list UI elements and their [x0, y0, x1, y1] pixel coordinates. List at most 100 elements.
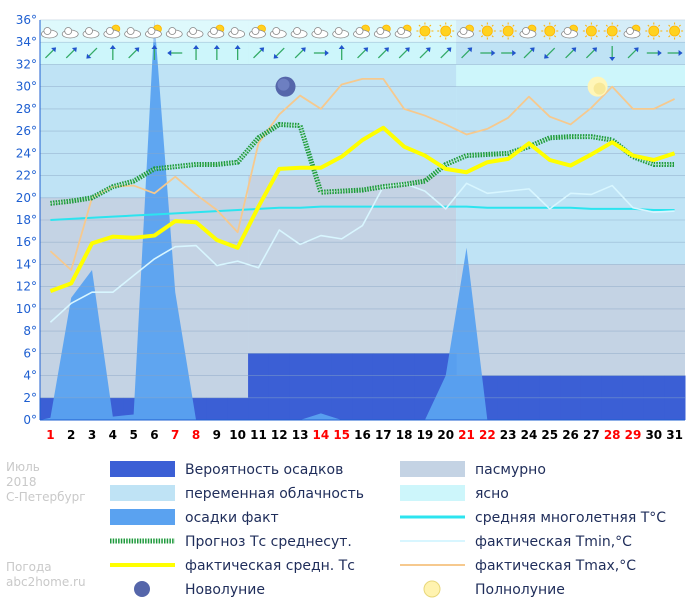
legend-item-fact_max: фактическая Tmax,°C: [400, 558, 636, 574]
legend-label: осадки факт: [185, 510, 279, 526]
x-tick-label: 20: [437, 428, 454, 442]
sun-icon: [582, 22, 600, 40]
x-tick-label: 1: [46, 428, 54, 442]
x-tick-label: 4: [109, 428, 117, 442]
y-tick-label: 0°: [23, 413, 37, 427]
sun-ray: [585, 35, 588, 38]
precip-prob-bar: [393, 353, 416, 420]
sun-disc: [669, 25, 680, 37]
site-info: Погода abc2home.ru: [6, 560, 86, 590]
wind-head: [404, 47, 410, 53]
wind-arrow-icon: [461, 47, 473, 59]
sun-disc: [440, 25, 452, 37]
legend-label: Вероятность осадков: [185, 462, 343, 478]
sun-ray: [647, 35, 650, 38]
wind-head: [657, 50, 662, 56]
y-tick-label: 16°: [16, 235, 37, 249]
wind-head: [592, 47, 598, 53]
sun-ray: [449, 24, 453, 27]
wind-arrow-icon: [273, 47, 285, 59]
cloud-puff: [397, 27, 406, 35]
precip-prob-bar: [331, 353, 353, 420]
sun-ray: [491, 35, 494, 38]
y-tick-label: 8°: [23, 324, 37, 338]
sun-ray: [585, 24, 588, 27]
x-tick-label: 17: [375, 428, 392, 442]
wind-head: [167, 50, 172, 56]
y-tick-label: 14°: [16, 257, 37, 271]
wind-head: [86, 53, 92, 59]
cloud-puff: [251, 27, 260, 35]
x-tick-label: 3: [88, 428, 96, 442]
cloud-icon: [124, 27, 142, 39]
wind-arrow-icon: [544, 47, 556, 59]
x-tick-label: 9: [213, 428, 221, 442]
wind-arrow-icon: [167, 50, 183, 56]
y-tick-label: 30°: [16, 80, 37, 94]
wind-arrow-icon: [44, 47, 57, 59]
wind-head: [571, 47, 577, 53]
wind-head: [151, 45, 158, 49]
sun-cloud-icon: [103, 24, 121, 39]
city-label: С-Петербург: [6, 490, 86, 504]
sun-disc: [481, 25, 493, 37]
legend-label: средняя многолетняя T°C: [475, 510, 666, 526]
x-tick-label: 27: [583, 428, 600, 442]
sun-disc: [544, 25, 556, 37]
cloud-puff: [147, 27, 156, 35]
legend-item-new_moon: Новолуние: [134, 581, 265, 598]
y-tick-label: 22°: [16, 169, 37, 183]
sun-ray: [543, 24, 546, 27]
sun-ray: [554, 24, 557, 27]
cloud-puff: [230, 27, 239, 35]
sun-ray: [647, 24, 650, 27]
cloud-puff: [563, 27, 572, 35]
wind-head: [544, 53, 550, 59]
wind-arrow-icon: [128, 47, 140, 59]
legend-item-fact_avg: фактическая средн. Тс: [110, 558, 355, 574]
y-tick-label: 12°: [16, 280, 37, 294]
wind-arrow-icon: [501, 50, 517, 56]
sun-ray: [439, 35, 442, 38]
line-fact_avg: [49, 125, 676, 293]
wind-head: [425, 47, 431, 53]
sun-ray: [595, 35, 598, 38]
wind-arrow-icon: [151, 45, 158, 60]
legend-item-partly: переменная облачность: [110, 485, 364, 502]
cloud-puff: [313, 27, 322, 35]
wind-head: [213, 45, 220, 49]
wind-head: [338, 45, 345, 49]
x-tick-label: 30: [645, 428, 662, 442]
legend-swatch: [110, 485, 175, 501]
wind-arrow-icon: [398, 47, 410, 59]
x-tick-label: 7: [171, 428, 179, 442]
legend-item-clear: ясно: [400, 485, 509, 502]
legend-label: фактическая средн. Тс: [185, 558, 355, 574]
legend-label: ясно: [475, 486, 509, 502]
sun-ray: [501, 35, 504, 38]
cloud-puff: [334, 27, 343, 35]
sun-icon: [666, 22, 684, 40]
legend-label: фактическая Tmin,°C: [475, 534, 632, 550]
sun-ray: [480, 35, 484, 38]
line-fact_min: [49, 182, 675, 323]
sun-cloud-icon: [145, 24, 162, 39]
sun-ray: [616, 24, 619, 27]
wind-arrow-icon: [357, 47, 369, 59]
wind-arrow-icon: [213, 45, 220, 60]
x-tick-label: 23: [500, 428, 517, 442]
legend-item-fact_min: фактическая Tmin,°C: [400, 534, 632, 550]
sun-ray: [429, 35, 432, 38]
x-tick-label: 25: [541, 428, 558, 442]
wind-head: [609, 57, 616, 61]
legend: Вероятность осадков пасмурно переменная об…: [110, 461, 666, 598]
sun-ray: [658, 35, 661, 38]
wind-arrow-icon: [253, 47, 265, 59]
sun-cloud-icon: [249, 24, 266, 39]
y-tick-label: 6°: [23, 346, 37, 360]
x-tick-label: 11: [250, 428, 267, 442]
sun-ray: [595, 24, 598, 27]
sun-ray: [512, 24, 515, 27]
wind-head: [633, 47, 639, 53]
legend-item-full_moon: Полнолуние: [423, 580, 565, 598]
